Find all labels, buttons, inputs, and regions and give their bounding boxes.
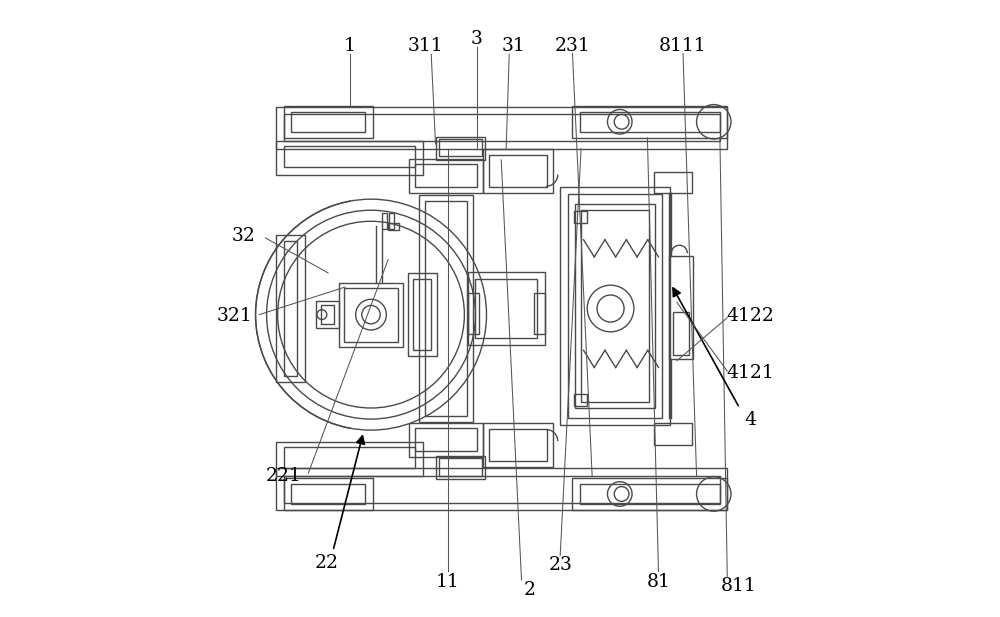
Bar (673, 312, 689, 355)
Bar (475, 279, 537, 338)
Text: 311: 311 (407, 36, 443, 55)
Bar (284, 241, 297, 376)
Bar (344, 288, 398, 342)
Bar (284, 114, 720, 141)
Bar (572, 478, 727, 510)
Bar (276, 235, 305, 382)
Text: 23: 23 (548, 557, 572, 574)
Bar (316, 301, 339, 328)
Bar (560, 187, 670, 425)
Bar (581, 210, 649, 402)
Bar (321, 305, 334, 325)
Text: 4121: 4121 (727, 364, 774, 382)
Bar (382, 213, 387, 229)
Text: 231: 231 (555, 36, 590, 55)
Bar (654, 423, 692, 445)
Text: 321: 321 (217, 307, 253, 325)
Bar (439, 139, 482, 156)
Bar (575, 204, 655, 408)
Bar (276, 468, 727, 510)
Text: 8111: 8111 (659, 36, 707, 55)
Bar (483, 423, 553, 467)
Bar (439, 458, 482, 476)
Bar (425, 201, 467, 416)
Text: 2: 2 (523, 581, 535, 599)
Bar (389, 213, 394, 229)
Bar (276, 141, 423, 175)
Bar (291, 484, 365, 504)
Bar (436, 136, 485, 160)
Bar (276, 107, 727, 149)
Text: 11: 11 (436, 573, 460, 591)
Bar (276, 442, 423, 476)
Bar (568, 194, 662, 418)
Text: 1: 1 (344, 36, 355, 55)
Bar (284, 447, 415, 468)
Text: 4: 4 (745, 412, 757, 429)
Bar (436, 456, 485, 479)
Bar (409, 159, 483, 193)
Text: 221: 221 (266, 466, 302, 484)
Text: 22: 22 (315, 555, 339, 573)
Bar (572, 106, 727, 138)
Bar (409, 423, 483, 457)
Bar (468, 292, 479, 334)
Bar (468, 271, 545, 346)
Bar (284, 106, 373, 138)
Bar (580, 484, 720, 504)
Bar (413, 279, 431, 350)
Bar (574, 394, 587, 405)
Bar (284, 476, 720, 503)
Bar (339, 283, 403, 347)
Bar (415, 164, 477, 187)
Bar (483, 149, 553, 193)
Bar (654, 172, 692, 193)
Bar (669, 255, 693, 359)
Bar (291, 112, 365, 131)
Text: 3: 3 (471, 30, 483, 49)
Bar (284, 478, 373, 510)
Bar (419, 195, 473, 422)
Bar (534, 292, 545, 334)
Bar (574, 212, 587, 223)
Text: 81: 81 (647, 573, 670, 591)
Text: 31: 31 (502, 36, 525, 55)
Bar (580, 112, 720, 131)
Bar (489, 155, 547, 187)
Bar (284, 146, 415, 167)
Bar (489, 429, 547, 461)
Bar (415, 428, 477, 451)
Bar (408, 273, 437, 357)
Text: 32: 32 (231, 227, 255, 245)
Text: 4122: 4122 (727, 307, 775, 325)
Text: 811: 811 (720, 577, 756, 595)
Bar (388, 223, 399, 230)
